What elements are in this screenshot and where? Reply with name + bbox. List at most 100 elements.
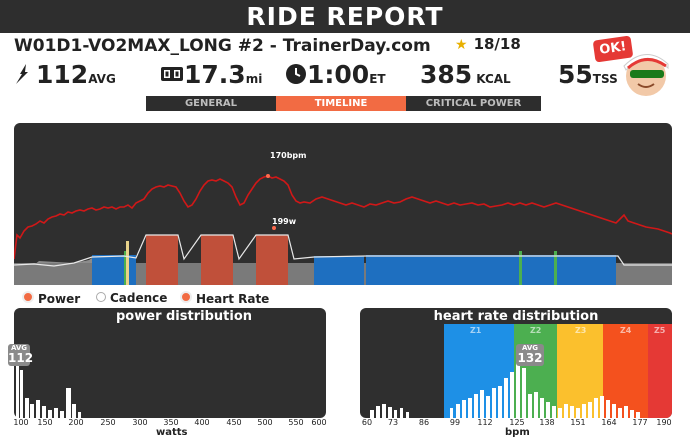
zone-1-band (444, 324, 514, 418)
pd-bar (25, 398, 29, 418)
time-value: 1:00 (307, 60, 370, 89)
hr-bar (552, 406, 556, 418)
zone-5-label: Z5 (654, 326, 666, 335)
legend-cadence-label: Cadence (110, 291, 168, 305)
hr-tick: 125 (509, 418, 525, 427)
hr-bar (636, 412, 640, 418)
hr-bar (382, 404, 386, 418)
hr-bar (388, 407, 392, 418)
legend-cadence[interactable]: Cadence (96, 291, 167, 305)
hr-bar (370, 410, 374, 418)
hr-avg-label: AVG (521, 344, 539, 352)
hr-bar (612, 404, 616, 418)
page-title: RIDE REPORT (246, 2, 444, 31)
hr-avg-badge: AVG 132 (516, 344, 544, 366)
power-block-blue-3 (366, 255, 616, 285)
hr-distribution-panel (360, 308, 672, 418)
pd-bar (72, 404, 76, 418)
time-unit: ET (369, 72, 386, 86)
power-avg-label: AVG (10, 344, 28, 352)
hr-tick: 164 (601, 418, 617, 427)
power-legend-dot (22, 291, 34, 303)
hr-bar (516, 360, 520, 418)
hr-bar (456, 404, 460, 418)
tab-critical-power[interactable]: CRITICAL POWER (425, 98, 522, 109)
pd-bar (78, 412, 81, 418)
hr-bar (600, 396, 604, 418)
energy-unit: KCAL (476, 72, 511, 86)
power-value: 112 (36, 60, 89, 89)
hr-bar (624, 406, 628, 418)
power-tick: 550 (288, 418, 304, 427)
cadence-legend-dot (96, 292, 106, 302)
hr-bar (400, 408, 403, 418)
timeline-svg (13, 174, 673, 285)
hr-bar (630, 410, 634, 418)
max-hr-marker (266, 174, 270, 178)
power-avg-value: 112 (8, 351, 34, 365)
power-block-blue-2 (314, 256, 364, 285)
cadence-line (13, 234, 672, 267)
pd-bar (66, 388, 71, 418)
max-power-label: 199w (272, 217, 297, 226)
tss-unit: TSS (592, 72, 618, 86)
power-tick: 100 (13, 418, 29, 427)
heart-rate-line (13, 175, 673, 260)
hr-bar (522, 368, 526, 418)
hr-bar (564, 404, 568, 418)
hr-bar (606, 400, 610, 418)
hr-bar (528, 394, 532, 418)
distance-value: 17.3 (184, 60, 246, 89)
max-hr-label: 170bpm (270, 151, 307, 160)
interval-3 (256, 235, 288, 285)
hr-tick: 86 (418, 418, 430, 427)
avatar: OK! (590, 35, 686, 98)
hr-bar (406, 412, 409, 418)
rating-value: 18/18 (473, 35, 521, 53)
legend-heart-rate[interactable]: Heart Rate (180, 291, 269, 306)
legend-power[interactable]: Power (22, 291, 80, 306)
star-icon: ★ (455, 37, 468, 53)
timeline-chart: 170bpm 199w (13, 123, 673, 285)
energy-stat: 385 KCAL (420, 60, 511, 89)
zone-4-label: Z4 (620, 326, 632, 335)
hr-tick: 138 (539, 418, 555, 427)
tab-timeline[interactable]: TIMELINE (276, 96, 406, 111)
hr-bar (588, 402, 592, 418)
hr-tick: 177 (632, 418, 648, 427)
hr-tick: 73 (387, 418, 399, 427)
interval-1 (146, 235, 178, 285)
hr-bar (486, 396, 490, 418)
hr-x-axis-label: bpm (505, 427, 530, 438)
pd-bar (60, 411, 64, 418)
hr-bar (480, 390, 484, 418)
hr-tick: 99 (449, 418, 461, 427)
hr-bar (534, 392, 538, 418)
power-tick: 150 (37, 418, 53, 427)
hr-bar (498, 386, 502, 418)
power-unit: AVG (88, 72, 116, 86)
hr-bar (376, 406, 380, 418)
zone-1-label: Z1 (470, 326, 482, 335)
power-block-green-2 (519, 251, 522, 285)
pd-bar (30, 404, 34, 418)
zone-4-band (603, 324, 648, 418)
title-banner (0, 0, 690, 33)
hr-tick: 112 (477, 418, 493, 427)
hr-avg-value: 132 (517, 351, 543, 365)
max-power-marker (272, 226, 276, 230)
tab-general[interactable]: GENERAL (184, 98, 238, 109)
hr-bar (504, 378, 508, 418)
pd-bar (48, 410, 52, 418)
lightning-icon (16, 64, 28, 84)
hr-distribution-title: heart rate distribution (433, 309, 599, 324)
hr-bar (582, 404, 586, 418)
hr-bar (474, 394, 478, 418)
interval-2 (201, 235, 233, 285)
power-tick: 400 (194, 418, 210, 427)
power-tick: 250 (100, 418, 116, 427)
hr-bar (510, 372, 514, 418)
pd-bar (36, 400, 40, 418)
hr-tick: 190 (656, 418, 672, 427)
zone-3-label: Z3 (575, 326, 587, 335)
